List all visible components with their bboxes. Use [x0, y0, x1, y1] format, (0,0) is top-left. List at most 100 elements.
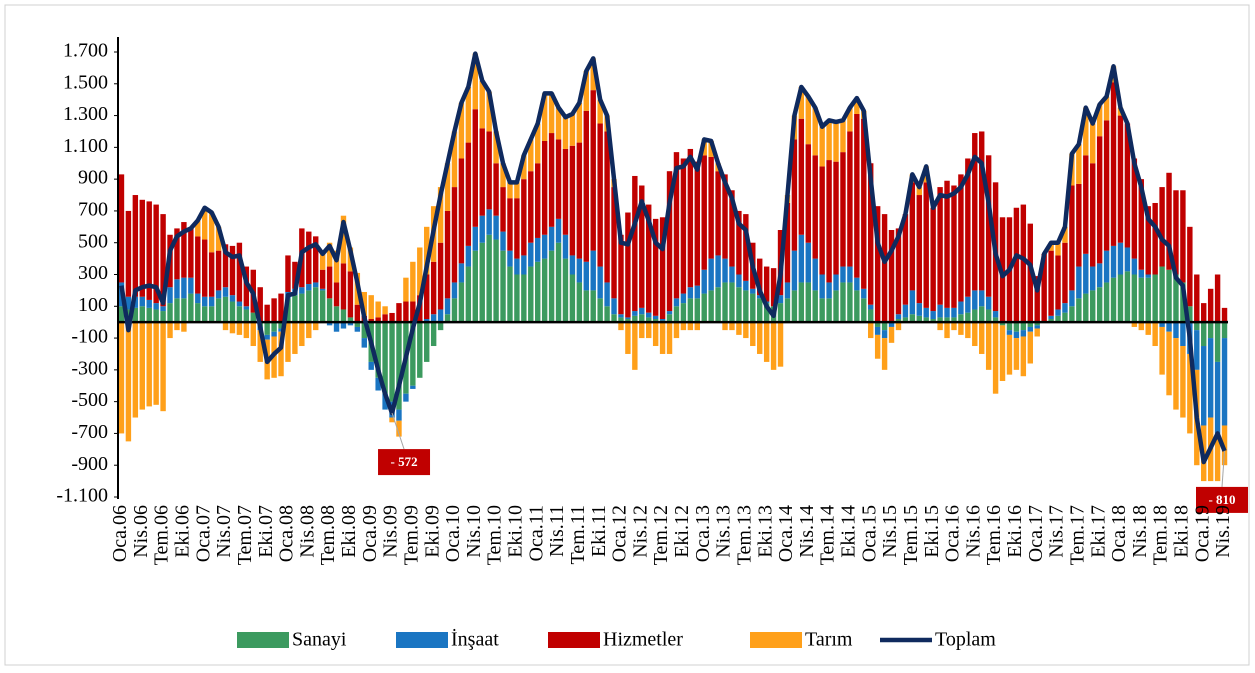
bar-segment [479, 242, 485, 323]
x-tick-label: Eki.12 [671, 505, 693, 558]
bar-segment [972, 309, 978, 323]
bar-segment [1152, 322, 1158, 347]
bar-segment [125, 322, 132, 442]
bar-segment [847, 107, 853, 132]
legend-swatch [237, 632, 289, 648]
bar-segment [333, 250, 340, 283]
x-tick-label: Eki.11 [588, 505, 610, 557]
bar-segment [1221, 338, 1228, 426]
bar-segment [798, 118, 805, 235]
bar-segment [236, 301, 243, 307]
bar-segment [757, 295, 763, 299]
bar-segment [181, 277, 187, 299]
x-tick-label: Eki.17 [1087, 505, 1109, 558]
bar-segment [576, 282, 583, 323]
bar-segment [1069, 306, 1075, 323]
bar-segment [625, 319, 631, 323]
bar-segment [479, 215, 485, 243]
bar-segment [430, 261, 437, 315]
bar-segment [278, 322, 284, 329]
bar-segment [139, 296, 145, 307]
bar-segment [639, 314, 645, 323]
bar-segment [1110, 245, 1117, 278]
bar-segment [160, 214, 166, 307]
bar-segment [562, 117, 569, 149]
bar-segment [847, 282, 853, 323]
bar-segment [1187, 306, 1193, 323]
bar-segment [1173, 322, 1179, 339]
bar-segment [743, 280, 749, 291]
bar-segment [854, 277, 860, 291]
bar-segment [313, 322, 319, 331]
bar-segment [507, 250, 513, 267]
bar-segment [340, 309, 347, 323]
bar-segment [319, 253, 326, 270]
bar-segment [569, 113, 576, 146]
bar-segment [847, 266, 853, 283]
bar-segment [202, 296, 208, 307]
bar-segment [424, 319, 430, 323]
bar-segment [944, 322, 950, 339]
bar-segment [340, 322, 347, 329]
bar-segment [500, 163, 506, 188]
label-leader [1221, 450, 1226, 487]
bar-segment [208, 306, 215, 323]
bar-segment [729, 322, 735, 331]
x-tick-label: Tem.07 [234, 505, 256, 565]
bar-segment [562, 234, 569, 259]
bar-segment [347, 271, 354, 318]
bar-segment [1055, 255, 1061, 310]
bar-segment [160, 322, 166, 412]
bar-segment [791, 139, 798, 251]
bar-segment [486, 131, 492, 210]
bar-segment [528, 242, 534, 267]
bar-segment [909, 182, 916, 291]
bar-segment [666, 314, 673, 323]
x-tick-label: Nis.07 [213, 505, 235, 558]
bar-segment [868, 309, 874, 323]
bar-segment [493, 131, 499, 164]
legend-label: Hizmetler [603, 629, 683, 651]
bar-segment [208, 252, 215, 297]
label-leader [391, 412, 405, 450]
x-tick-label: Nis.12 [629, 505, 651, 558]
bar-segment [625, 322, 631, 354]
label-box [378, 449, 431, 476]
bar-segment [687, 287, 694, 299]
bar-segment [951, 322, 957, 331]
bar-segment [306, 284, 312, 291]
bar-segment [243, 322, 250, 339]
bar-segment [576, 102, 583, 143]
bar-segment [819, 274, 825, 299]
bar-segment [951, 307, 957, 318]
bar-segment [1055, 242, 1061, 256]
bar-segment [472, 226, 478, 251]
bar-segment [937, 304, 943, 318]
bar-segment [639, 322, 645, 339]
bar-segment [708, 258, 714, 291]
bar-segment [1138, 322, 1144, 331]
bar-segment [153, 204, 159, 304]
bar-segment [368, 295, 374, 319]
bar-segment [444, 210, 451, 299]
total-line [119, 51, 1227, 465]
bar-segment [694, 322, 700, 331]
bar-segment [625, 212, 631, 318]
bar-segment [382, 393, 388, 410]
bar-segment [881, 338, 888, 370]
x-tick-label: Nis.08 [296, 505, 318, 558]
bar-segment [528, 266, 534, 323]
x-tick-label: Oca.17 [1025, 505, 1047, 562]
legend-swatch [548, 632, 600, 648]
bar-segment [569, 274, 576, 323]
x-tick-label: Tem.14 [817, 505, 839, 565]
bar-segment [1166, 172, 1172, 270]
bar-segment [826, 298, 832, 323]
bar-segment [403, 393, 409, 402]
bar-segment [132, 307, 139, 323]
bar-segment [916, 187, 922, 196]
bar-segment [160, 311, 166, 323]
bar-segment [118, 306, 125, 323]
bar-segment [555, 139, 562, 219]
